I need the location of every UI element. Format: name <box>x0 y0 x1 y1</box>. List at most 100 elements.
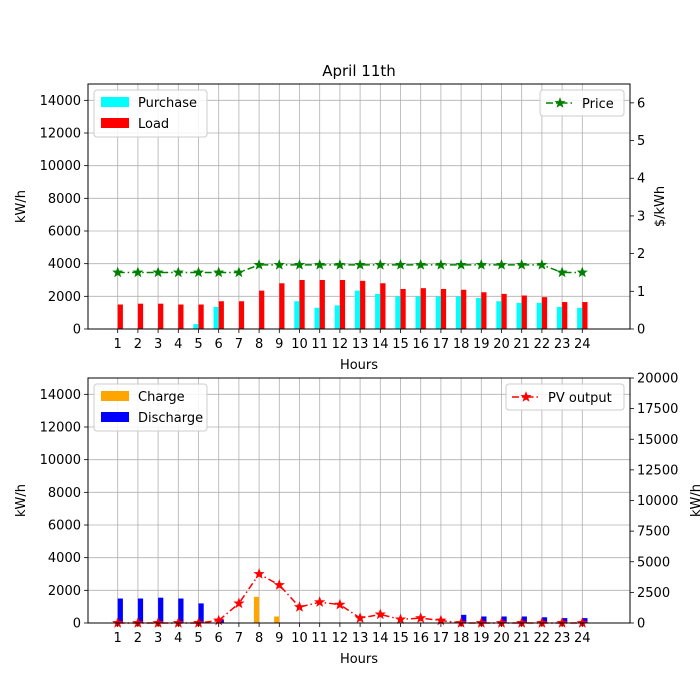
marker-pv-output <box>273 579 285 590</box>
bar-discharge <box>481 616 487 623</box>
bar-purchase <box>193 324 199 329</box>
bar-load <box>238 301 245 329</box>
bar-load <box>481 292 487 329</box>
y-tick-label: 0 <box>73 323 81 338</box>
y2-tick-label: 10000 <box>637 494 678 509</box>
y2-tick-label: 15000 <box>637 433 678 448</box>
y-axis-label: kW/h <box>14 190 29 223</box>
bar-load <box>279 283 285 329</box>
x-tick-label: 21 <box>513 337 530 352</box>
bar-purchase <box>476 297 482 329</box>
marker-price <box>374 259 386 270</box>
bar-purchase <box>375 293 381 329</box>
bar-load <box>582 302 588 329</box>
bar-load <box>198 304 204 329</box>
y-tick-label: 12000 <box>40 127 81 142</box>
bar-load <box>117 304 123 329</box>
x-tick-label: 4 <box>174 631 182 646</box>
y-tick-label: 10000 <box>40 453 81 468</box>
marker-price <box>132 266 144 278</box>
x-tick-label: 23 <box>554 631 571 646</box>
x-axis-label: Hours <box>340 358 378 373</box>
y2-tick-label: 5 <box>637 134 645 149</box>
bar-load <box>400 288 406 329</box>
x-axis-label: Hours <box>340 652 378 667</box>
x-tick-label: 13 <box>352 631 369 646</box>
x-tick-label: 14 <box>372 337 389 352</box>
x-tick-label: 7 <box>235 631 243 646</box>
bar-discharge <box>198 603 204 623</box>
x-tick-label: 21 <box>513 631 530 646</box>
x-tick-label: 13 <box>352 337 369 352</box>
marker-price <box>475 259 487 270</box>
bar-load <box>259 290 265 329</box>
marker-price <box>293 259 306 270</box>
y-tick-label: 2000 <box>48 584 81 599</box>
marker-price <box>536 259 548 270</box>
y2-tick-label: 2 <box>637 247 645 262</box>
legend-label: Purchase <box>138 96 197 111</box>
y2-tick-label: 7500 <box>637 525 670 540</box>
marker-price <box>435 259 447 270</box>
bar-load <box>137 303 144 329</box>
x-tick-label: 24 <box>574 337 591 352</box>
x-tick-label: 12 <box>332 337 349 352</box>
chart-title: April 11th <box>322 62 396 80</box>
marker-price <box>273 259 285 270</box>
bar-discharge <box>582 618 588 623</box>
marker-price <box>394 259 407 270</box>
x-tick-label: 19 <box>473 337 490 352</box>
bar-purchase <box>435 296 441 329</box>
x-tick-label: 3 <box>154 337 162 352</box>
bar-purchase <box>354 290 361 329</box>
bar-purchase <box>556 306 563 329</box>
legend-label: Charge <box>138 390 185 405</box>
bar-discharge <box>218 619 224 623</box>
marker-price <box>495 259 508 270</box>
legend-marker <box>554 97 566 108</box>
x-tick-label: 12 <box>332 631 349 646</box>
bar-purchase <box>334 305 340 329</box>
x-tick-label: 7 <box>235 337 243 352</box>
legend-box <box>505 383 625 411</box>
bar-discharge <box>178 598 184 623</box>
x-tick-label: 4 <box>174 337 182 352</box>
legend-left: Purchase Load <box>93 89 208 138</box>
x-tick-label: 6 <box>215 631 223 646</box>
y2-tick-label: 3 <box>637 209 645 224</box>
marker-pv-output <box>314 596 326 607</box>
legend-box <box>539 89 625 117</box>
marker-price <box>192 266 205 278</box>
marker-price <box>314 259 326 270</box>
bar-discharge <box>137 598 144 623</box>
y2-tick-label: 5000 <box>637 555 670 570</box>
marker-pv-output <box>394 613 407 625</box>
bar-purchase <box>577 307 583 329</box>
legend-swatch <box>101 391 129 401</box>
x-tick-label: 1 <box>114 337 122 352</box>
bar-purchase <box>213 306 219 329</box>
bar-load <box>562 302 568 329</box>
x-tick-label: 22 <box>534 631 551 646</box>
marker-pv-output <box>293 601 306 612</box>
bar-discharge <box>521 616 527 623</box>
marker-price <box>152 266 164 278</box>
x-tick-label: 22 <box>534 337 551 352</box>
legend-left: Charge Discharge <box>93 383 208 432</box>
x-tick-label: 5 <box>194 337 202 352</box>
line-pv-output <box>117 573 583 624</box>
y-tick-label: 0 <box>73 617 81 632</box>
x-tick-label: 17 <box>433 631 450 646</box>
x-tick-label: 2 <box>134 337 142 352</box>
marker-price <box>516 259 528 270</box>
marker-price <box>172 266 184 278</box>
x-tick-label: 3 <box>154 631 162 646</box>
legend-right: Price <box>539 89 625 117</box>
x-tick-label: 23 <box>554 337 571 352</box>
legend-label: PV output <box>548 391 612 406</box>
x-tick-label: 9 <box>275 631 283 646</box>
y-tick-label: 4000 <box>48 257 81 272</box>
x-tick-label: 18 <box>453 631 470 646</box>
bar-load <box>360 280 366 329</box>
x-tick-label: 16 <box>412 631 429 646</box>
